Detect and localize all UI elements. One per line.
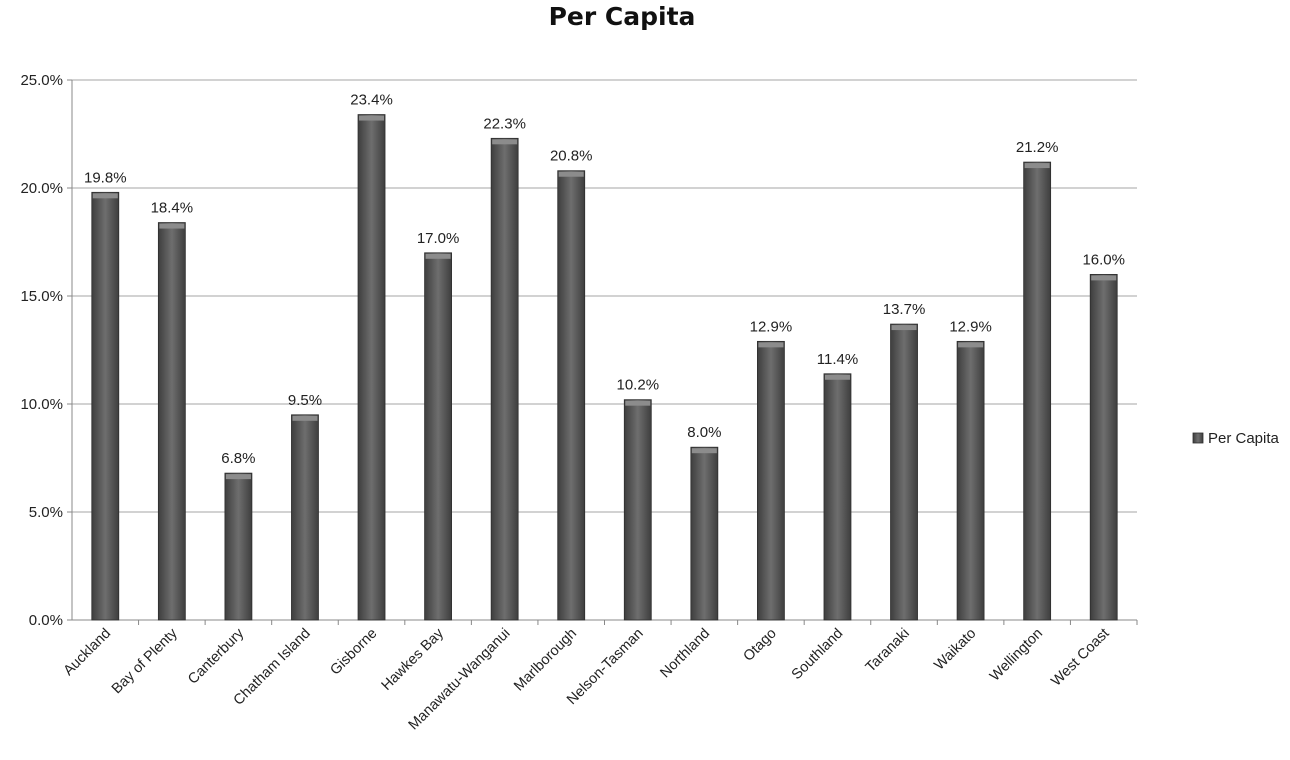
bars (91, 114, 1118, 621)
bar-waikato (956, 340, 985, 621)
x-tick-label: Otago (740, 626, 779, 665)
data-label: 11.4% (817, 351, 858, 368)
x-tick-label: Wellington (987, 626, 1046, 685)
bar-top-highlight (225, 474, 251, 480)
data-label: 21.2% (1016, 139, 1059, 156)
x-tick-label: Marlborough (511, 626, 580, 695)
bar-top-highlight (691, 448, 717, 454)
data-label: 10.2% (617, 377, 660, 394)
legend-swatch (1192, 432, 1204, 444)
bar-hawkes-bay (424, 252, 452, 621)
bar-taranaki (890, 323, 918, 621)
bar-chatham-island (291, 414, 319, 621)
bar-top-highlight (92, 193, 118, 199)
data-label: 9.5% (288, 392, 322, 409)
bar-top-highlight (159, 223, 185, 229)
data-label: 8.0% (687, 424, 721, 441)
x-tick-label: West Coast (1048, 626, 1112, 690)
bar-top-highlight (824, 374, 850, 380)
data-label: 18.4% (151, 200, 194, 217)
bar-top-highlight (292, 415, 318, 421)
bar-top-highlight (625, 400, 651, 406)
chart-title: Per Capita (548, 2, 696, 31)
bar-top-highlight (558, 171, 584, 177)
bar-top-highlight (1024, 163, 1050, 169)
legend: Per Capita (1192, 430, 1280, 447)
bar-northland (690, 446, 719, 621)
bar-auckland (91, 191, 120, 621)
bar-marlborough (557, 170, 586, 621)
y-tick-label: 20.0% (20, 180, 63, 197)
bar-top-highlight (425, 253, 451, 259)
bar-top-highlight (492, 139, 518, 145)
bar-nelson-tasman (623, 399, 652, 621)
data-label: 20.8% (550, 148, 593, 165)
data-label: 19.8% (84, 169, 127, 186)
x-tick-label: Auckland (61, 626, 114, 679)
bar-otago (757, 340, 785, 621)
x-tick-label: Canterbury (185, 625, 248, 688)
y-tick-label: 5.0% (29, 504, 63, 521)
bar-top-highlight (958, 342, 984, 348)
y-tick-label: 10.0% (20, 396, 63, 413)
data-label: 12.9% (750, 318, 793, 335)
x-tick-label: Northland (657, 626, 713, 682)
x-tick-label: Waikato (931, 626, 979, 674)
bar-wellington (1023, 161, 1052, 621)
y-tick-label: 25.0% (20, 72, 63, 89)
y-tick-labels: 0.0% 5.0% 10.0% 15.0% 20.0% 25.0% (20, 72, 63, 629)
bar-southland (823, 373, 852, 621)
bar-gisborne (357, 114, 386, 621)
bar-west-coast (1089, 273, 1118, 621)
bar-bay-of-plenty (157, 222, 186, 621)
data-label: 22.3% (483, 115, 526, 132)
data-label: 23.4% (350, 92, 393, 109)
y-tick-label: 0.0% (29, 612, 63, 629)
x-tick-label: Taranaki (863, 626, 913, 676)
data-label: 16.0% (1082, 251, 1125, 268)
x-tick-label: Gisborne (327, 626, 380, 679)
bar-top-highlight (891, 325, 917, 331)
data-label: 13.7% (883, 301, 926, 318)
bar-top-highlight (758, 342, 784, 348)
legend-label: Per Capita (1208, 430, 1280, 447)
bar-top-highlight (359, 115, 385, 121)
x-tick-label: Southland (789, 626, 846, 683)
x-tick-label: Bay of Plenty (109, 625, 181, 697)
data-label: 6.8% (221, 450, 255, 467)
data-label: 12.9% (949, 318, 992, 335)
y-tick-label: 15.0% (20, 288, 63, 305)
x-tick-label: Hawkes Bay (379, 625, 448, 694)
bar-manawatu-wanganui (490, 137, 519, 621)
data-labels: 19.8% 18.4% 6.8% 9.5% 23.4% 17.0% 22.3% 20.8% 10… (84, 92, 1125, 468)
bar-top-highlight (1091, 275, 1117, 281)
data-label: 17.0% (417, 230, 460, 247)
bar-canterbury (224, 472, 253, 621)
